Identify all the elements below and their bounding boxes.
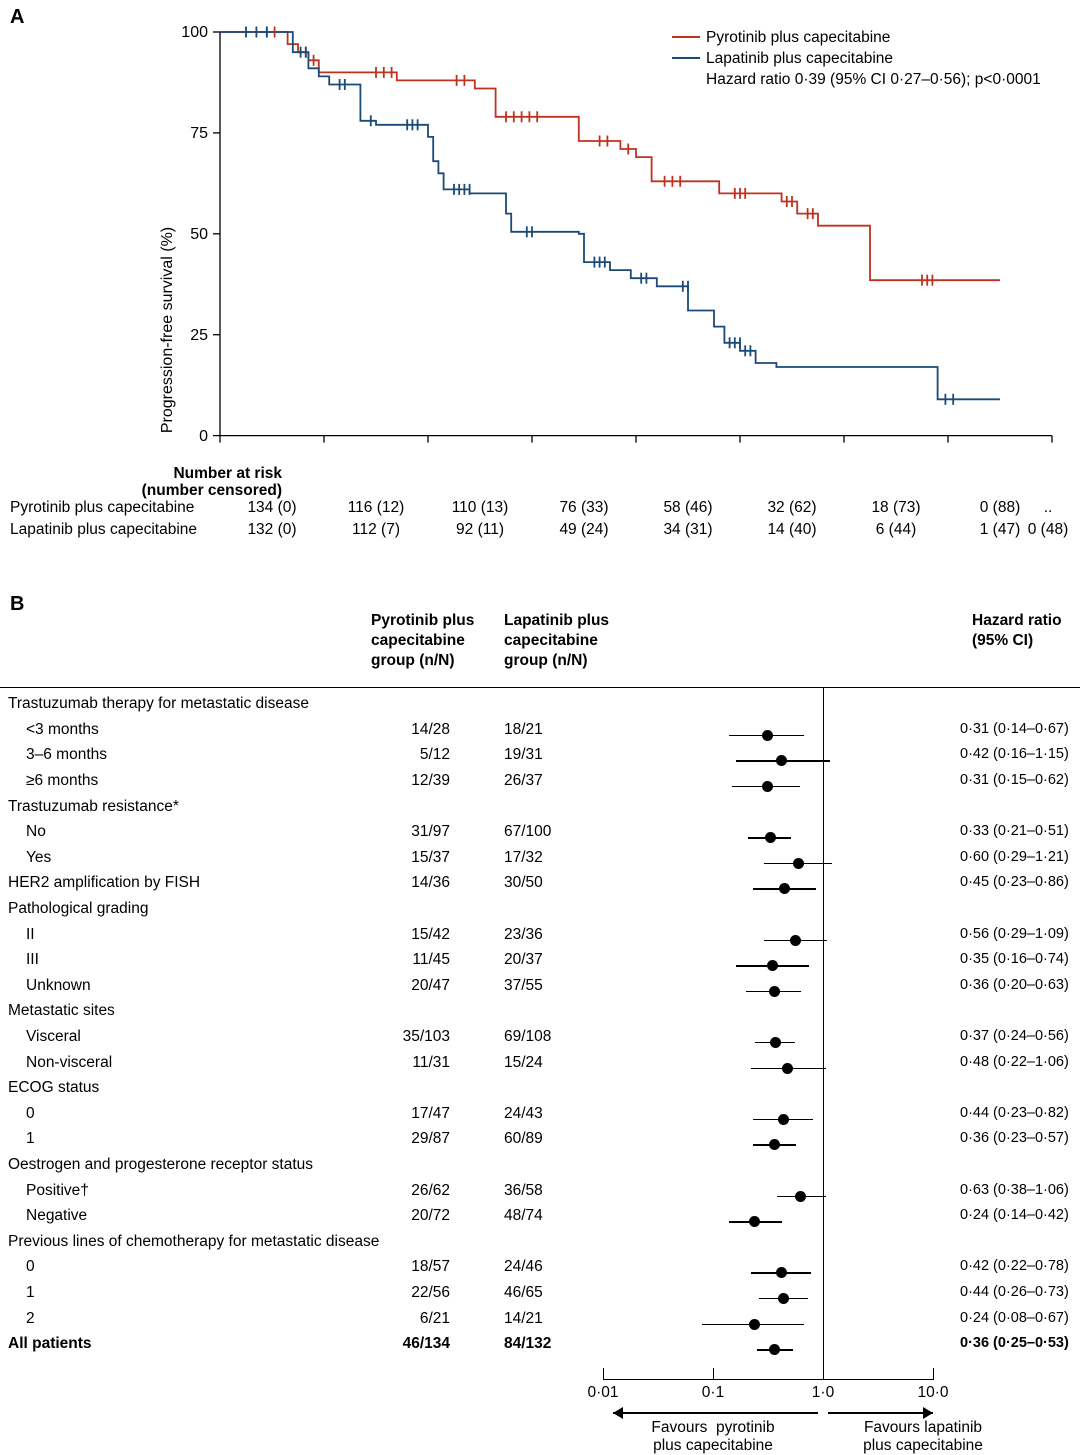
svg-text:14: 14 <box>939 448 957 450</box>
svg-text:10: 10 <box>731 448 749 450</box>
svg-text:Lapatinib plus capecitabine: Lapatinib plus capecitabine <box>706 50 893 67</box>
svg-text:Pyrotinib plus capecitabine: Pyrotinib plus capecitabine <box>706 29 890 46</box>
svg-text:75: 75 <box>190 125 208 142</box>
svg-text:8: 8 <box>632 448 641 450</box>
svg-text:6: 6 <box>528 448 537 450</box>
svg-text:50: 50 <box>190 226 208 243</box>
svg-text:Progression-free survival (%): Progression-free survival (%) <box>159 227 176 433</box>
svg-text:100: 100 <box>181 24 208 41</box>
svg-text:2: 2 <box>320 448 329 450</box>
svg-text:0: 0 <box>216 448 225 450</box>
svg-text:0: 0 <box>199 428 208 445</box>
svg-text:12: 12 <box>835 448 853 450</box>
svg-text:25: 25 <box>190 327 208 344</box>
svg-text:Hazard ratio 0·39 (95% CI 0·27: Hazard ratio 0·39 (95% CI 0·27–0·56); p<… <box>706 71 1041 88</box>
svg-text:16: 16 <box>1043 448 1061 450</box>
svg-text:4: 4 <box>424 448 433 450</box>
